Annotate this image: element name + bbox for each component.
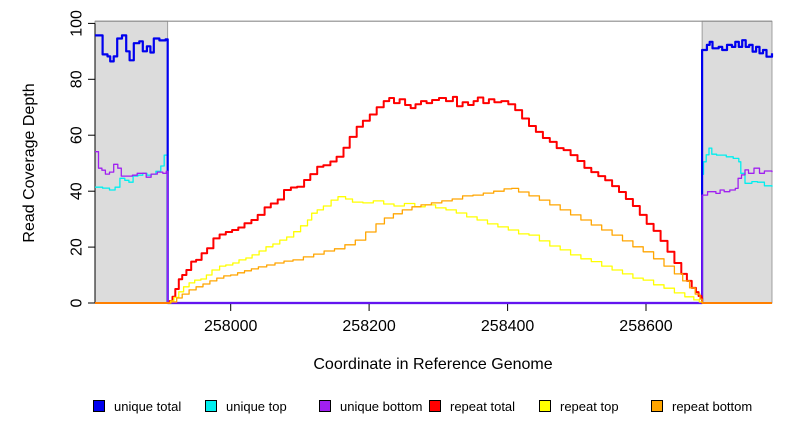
y-tick-label: 100 xyxy=(69,10,86,37)
y-tick-label: 40 xyxy=(69,182,86,200)
x-tick-label: 258600 xyxy=(619,318,672,335)
chart-legend: unique total unique top unique bottom repea… xyxy=(0,397,792,417)
legend-swatch xyxy=(539,400,551,412)
x-axis-title: Coordinate in Reference Genome xyxy=(313,356,553,373)
y-tick-label: 20 xyxy=(69,238,86,256)
legend-swatch xyxy=(93,400,105,412)
legend-label: repeat top xyxy=(560,398,619,414)
series-unique-bottom xyxy=(95,151,773,304)
legend-item-unique-top: unique top xyxy=(205,397,287,415)
y-tick-label: 0 xyxy=(69,298,86,307)
legend-swatch xyxy=(651,400,663,412)
x-tick-label: 258200 xyxy=(342,318,395,335)
legend-label: unique top xyxy=(226,398,287,414)
legend-label: unique bottom xyxy=(340,398,423,414)
legend-label: repeat bottom xyxy=(672,398,753,414)
x-tick-label: 258400 xyxy=(481,318,534,335)
legend-swatch xyxy=(319,400,331,412)
y-tick-label: 60 xyxy=(69,126,86,144)
legend-label: repeat total xyxy=(450,398,516,414)
legend-item-unique-total: unique total xyxy=(93,397,181,415)
legend-swatch xyxy=(205,400,217,412)
shaded-region-right xyxy=(701,20,773,304)
series-repeat-bottom xyxy=(95,187,772,304)
legend-item-repeat-total: repeat total xyxy=(429,397,515,415)
y-tick-label: 80 xyxy=(69,70,86,88)
shaded-region-left xyxy=(94,20,169,304)
x-tick-label: 258000 xyxy=(204,318,257,335)
series-repeat-total xyxy=(95,95,772,304)
legend-item-unique-bottom: unique bottom xyxy=(319,397,422,415)
series-repeat-top xyxy=(95,196,772,304)
legend-label: unique total xyxy=(114,398,182,414)
legend-item-repeat-bottom: repeat bottom xyxy=(651,397,752,415)
legend-swatch xyxy=(429,400,441,412)
y-axis-title: Read Coverage Depth xyxy=(21,83,38,243)
legend-item-repeat-top: repeat top xyxy=(539,397,619,415)
series-unique-total xyxy=(95,34,774,305)
